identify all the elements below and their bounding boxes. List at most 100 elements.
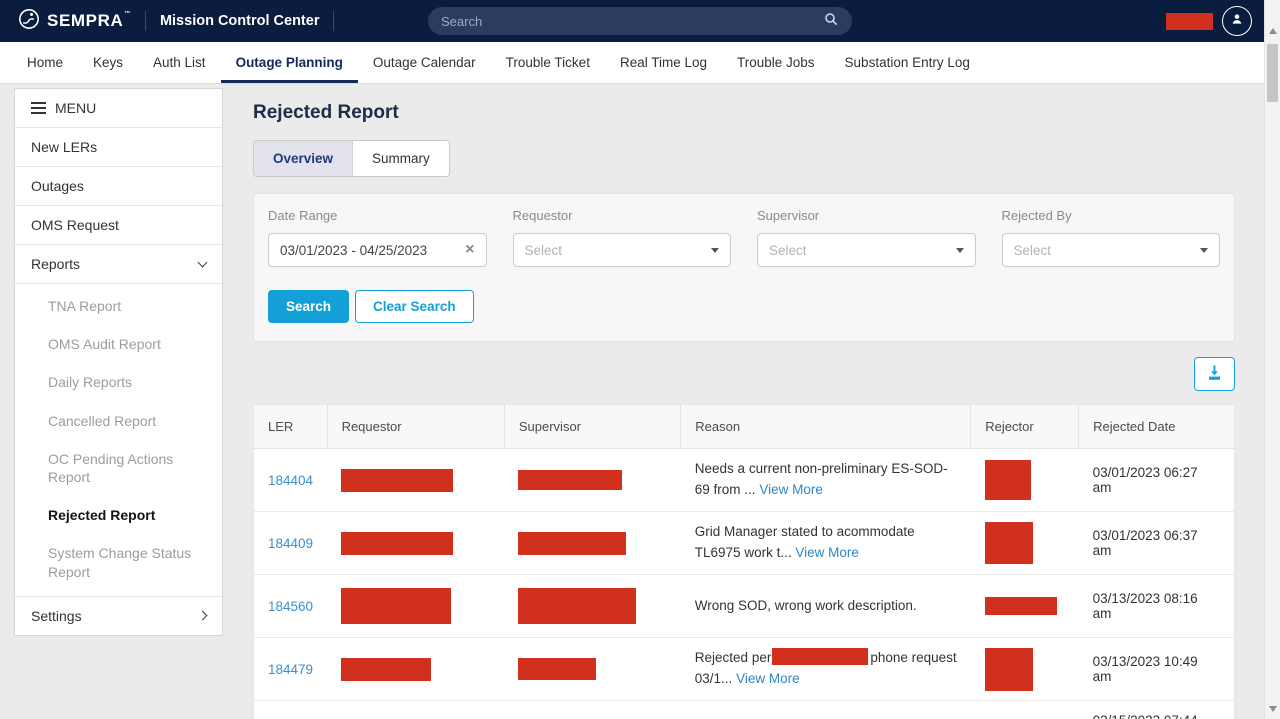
rejected-report-table: LER Requestor Supervisor Reason Rejector Reje…	[253, 404, 1235, 719]
ler-cell: 184404	[253, 448, 328, 512]
requestor-redacted	[341, 468, 454, 492]
sidebar-item-cancelled-report[interactable]: Cancelled Report	[48, 412, 157, 429]
column-header-rejector: Rejector	[970, 404, 1080, 449]
reason-cell: Grid Manager stated to acommodate TL6975…	[680, 511, 971, 575]
view-more-link[interactable]: View More	[759, 482, 823, 497]
requestor-cell	[327, 511, 505, 575]
sidebar-item-reports[interactable]: Reports	[15, 245, 222, 284]
nav-tab-outage-calendar[interactable]: Outage Calendar	[372, 55, 476, 70]
app-header: SEMPRA™ Mission Control Center Search	[0, 0, 1280, 42]
username-redacted	[1166, 12, 1213, 30]
nav-tab-keys[interactable]: Keys	[93, 55, 124, 70]
sidebar-item-tna-report[interactable]: TNA Report	[48, 298, 122, 314]
tab-summary[interactable]: Summary	[352, 141, 449, 176]
sidebar-item-oms-audit-report[interactable]: OMS Audit Report	[48, 336, 161, 353]
reason-text: Rejected per	[694, 650, 772, 666]
rejected-by-label: Rejected By	[1001, 208, 1072, 223]
date-range-label: Date Range	[268, 208, 338, 223]
search-icon[interactable]	[823, 11, 839, 32]
header-divider	[144, 11, 146, 31]
rejector-redacted	[984, 460, 1031, 500]
nav-tab-real-time-log[interactable]: Real Time Log	[619, 55, 707, 70]
reason-redacted	[772, 648, 869, 666]
sidebar-item-outages[interactable]: Outages	[15, 167, 222, 206]
ler-link[interactable]: 184409	[268, 535, 314, 551]
ler-link[interactable]: 184560	[268, 598, 314, 614]
requestor-select[interactable]: Select	[512, 233, 731, 267]
scroll-up-arrow[interactable]	[1265, 24, 1280, 38]
clear-search-button[interactable]: Clear Search	[355, 290, 474, 323]
filter-date-range: Date Range 03/01/2023 - 04/25/2023 ×	[268, 208, 487, 267]
global-search-input[interactable]: Search	[428, 7, 852, 35]
rejector-redacted	[984, 522, 1033, 564]
table-row: 03/15/2023 07:44	[254, 701, 1235, 719]
sidebar-item-oc-pending-actions-report[interactable]: OC Pending Actions Report	[48, 450, 174, 485]
sidebar-item-rejected-report[interactable]: Rejected Report	[48, 507, 156, 524]
sidebar-item-system-change-status-report[interactable]: System Change Status Report	[48, 545, 192, 580]
ler-link[interactable]: 184479	[268, 661, 314, 677]
view-more-link[interactable]: View More	[795, 545, 859, 560]
rejected-by-select[interactable]: Select	[1001, 233, 1220, 267]
sidebar-item-daily-reports[interactable]: Daily Reports	[48, 374, 133, 391]
filter-panel: Date Range 03/01/2023 - 04/25/2023 × Req…	[253, 193, 1235, 342]
supervisor-redacted	[518, 588, 637, 624]
sidebar-item-new-lers[interactable]: New LERs	[15, 128, 222, 167]
page-title: Rejected Report	[253, 102, 399, 123]
nav-tab-trouble-ticket[interactable]: Trouble Ticket	[505, 55, 590, 70]
supervisor-cell	[504, 448, 681, 512]
rejected-date-cell: 03/01/2023 06:37 am	[1078, 511, 1235, 575]
menu-toggle[interactable]: MENU	[15, 89, 222, 128]
brand: SEMPRA™	[18, 8, 131, 35]
rejector-redacted	[984, 597, 1057, 615]
requestor-redacted	[341, 588, 452, 624]
supervisor-select[interactable]: Select	[757, 233, 976, 267]
reason-text: Needs a current non-preliminary ES-SOD-6…	[694, 461, 948, 497]
scroll-down-arrow[interactable]	[1265, 702, 1280, 716]
table-header-row: LER Requestor Supervisor Reason Rejector Reje…	[253, 404, 1235, 449]
caret-down-icon	[955, 247, 964, 253]
rejector-cell	[970, 637, 1079, 701]
sidebar: MENU New LERs Outages OMS Request Reports …	[14, 88, 223, 636]
filter-requestor: Requestor Select	[512, 208, 731, 267]
ler-link[interactable]: 184404	[268, 472, 314, 488]
ler-cell: 184479	[253, 637, 328, 701]
tab-overview[interactable]: Overview	[254, 141, 353, 176]
menu-label: MENU	[55, 100, 97, 116]
sidebar-item-label: Settings	[31, 607, 82, 624]
table-row: 184409 Grid Manager stated to acommodate …	[253, 511, 1235, 575]
requestor-select-value: Select	[524, 242, 563, 258]
sidebar-item-settings[interactable]: Settings	[15, 596, 222, 635]
supervisor-cell	[504, 511, 681, 575]
download-button[interactable]	[1194, 357, 1235, 391]
rejected-by-select-value: Select	[1013, 242, 1052, 258]
search-placeholder: Search	[441, 13, 483, 29]
nav-tab-outage-planning[interactable]: Outage Planning	[220, 42, 358, 83]
requestor-label: Requestor	[512, 208, 573, 223]
clear-date-icon[interactable]: ×	[465, 241, 475, 258]
reason-cell	[681, 701, 971, 719]
search-button[interactable]: Search	[268, 290, 350, 323]
ler-cell: 184409	[253, 511, 328, 575]
requestor-cell	[327, 574, 505, 638]
supervisor-cell	[504, 574, 681, 638]
nav-tab-trouble-jobs[interactable]: Trouble Jobs	[737, 55, 815, 70]
nav-tab-substation-entry-log[interactable]: Substation Entry Log	[844, 55, 970, 70]
nav-tab-auth-list[interactable]: Auth List	[153, 55, 206, 70]
date-range-input[interactable]: 03/01/2023 - 04/25/2023 ×	[268, 233, 487, 267]
trademark-mark: ™	[124, 11, 131, 17]
supervisor-select-value: Select	[769, 242, 807, 258]
view-more-link[interactable]: View More	[736, 671, 800, 686]
view-tabs: Overview Summary	[253, 140, 450, 177]
rejector-cell	[970, 448, 1079, 512]
rejector-redacted	[984, 647, 1033, 691]
supervisor-redacted	[518, 470, 623, 490]
main-nav: Home Keys Auth List Outage Planning Outage C…	[0, 42, 1280, 84]
sidebar-item-oms-request[interactable]: OMS Request	[15, 206, 222, 245]
user-avatar-button[interactable]	[1222, 6, 1252, 36]
supervisor-cell	[504, 637, 681, 701]
nav-tab-home[interactable]: Home	[27, 55, 64, 70]
rejector-cell	[970, 574, 1079, 638]
scrollbar-thumb[interactable]	[1267, 44, 1278, 102]
rejector-cell	[971, 701, 1079, 719]
window-scrollbar[interactable]	[1264, 0, 1280, 719]
